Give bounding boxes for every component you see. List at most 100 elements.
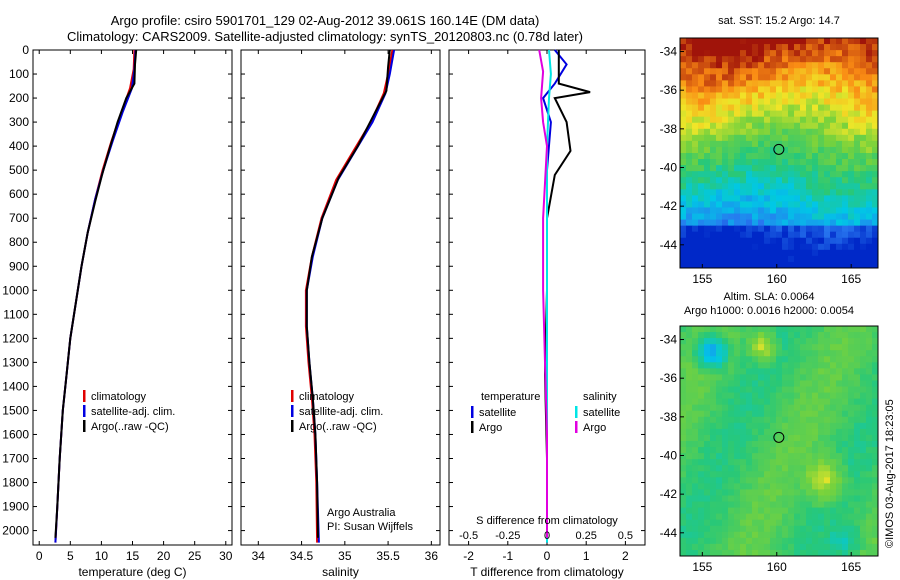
sst-cell [692, 171, 699, 178]
sla-cell [698, 368, 705, 376]
sla-cell [752, 441, 759, 448]
sla-cell [806, 380, 813, 388]
sst-cell [740, 122, 747, 130]
sla-cell [716, 338, 723, 345]
sla-ytick-label: -40 [660, 448, 678, 462]
sla-cell [806, 350, 813, 357]
sla-cell [716, 489, 723, 497]
sst-xtick-label: 165 [841, 272, 861, 286]
sst-cell [716, 183, 723, 190]
sla-cell [788, 350, 795, 357]
sst-cell [686, 56, 693, 63]
sla-cell [854, 483, 861, 491]
sst-cell [788, 134, 795, 142]
sla-cell [722, 434, 729, 442]
sst-cell [872, 134, 878, 142]
sla-cell [872, 453, 878, 460]
sst-cell [830, 44, 837, 51]
sla-cell [764, 326, 771, 333]
sla-cell [776, 326, 783, 333]
sla-cell [752, 374, 759, 382]
sst-cell [818, 104, 825, 112]
sst-cell [746, 146, 753, 154]
sla-cell [716, 531, 723, 539]
sla-cell [776, 392, 783, 400]
sst-cell [854, 165, 861, 172]
sla-cell [770, 495, 777, 503]
sla-cell [854, 489, 861, 497]
sst-cell [734, 171, 741, 178]
sla-cell [806, 374, 813, 382]
sst-cell [824, 98, 831, 106]
sla-cell [836, 483, 843, 491]
sla-cell [818, 507, 825, 515]
sst-cell [824, 243, 831, 251]
sla-cell [770, 543, 777, 551]
sla-cell [770, 410, 777, 418]
sla-cell [788, 519, 795, 527]
sla-cell [776, 380, 783, 388]
sla-cell [872, 368, 878, 376]
sla-cell [698, 489, 705, 497]
sst-cell [722, 122, 729, 130]
sst-cell [830, 225, 837, 233]
sst-cell [686, 140, 693, 148]
sla-cell [806, 483, 813, 491]
sla-cell [800, 441, 807, 448]
sst-cell [800, 207, 807, 215]
sst-cell [722, 38, 729, 45]
sst-cell [680, 50, 687, 57]
sst-cell [716, 86, 723, 94]
sla-cell [854, 326, 861, 333]
sst-cell [740, 219, 747, 227]
sst-cell [860, 104, 867, 112]
sla-cell [800, 404, 807, 412]
sla-cell [722, 368, 729, 376]
sla-cell [746, 380, 753, 388]
sst-cell [848, 128, 855, 136]
sla-cell [806, 507, 813, 515]
sla-cell [800, 344, 807, 351]
sla-cell [842, 362, 849, 369]
sst-cell [686, 128, 693, 136]
diff-legend-label: satellite [479, 407, 516, 419]
sla-cell [770, 465, 777, 472]
sla-cell [758, 519, 765, 527]
sla-cell [698, 471, 705, 478]
sst-cell [812, 122, 819, 130]
sla-cell [692, 422, 699, 430]
sla-xtick-label: 155 [692, 560, 712, 574]
sst-cell [722, 243, 729, 251]
sla-cell [782, 350, 789, 357]
sst-cell [752, 207, 759, 215]
sla-cell [734, 483, 741, 491]
sla-cell [746, 447, 753, 454]
sst-cell [734, 110, 741, 118]
sst-cell [722, 110, 729, 118]
sla-cell [704, 495, 711, 503]
sst-cell [710, 68, 717, 75]
sst-cell [824, 183, 831, 190]
sst-cell [782, 219, 789, 227]
sst-cell [788, 237, 795, 245]
sla-cell [680, 525, 687, 533]
sla-cell [872, 513, 878, 521]
sst-cell [680, 92, 687, 100]
sst-cell [686, 62, 693, 69]
sla-cell [758, 344, 765, 351]
sst-cell [794, 201, 801, 209]
sla-cell [836, 356, 843, 363]
sst-cell [830, 177, 837, 184]
sla-cell [836, 501, 843, 509]
sst-cell [800, 44, 807, 51]
sla-cell [698, 513, 705, 521]
sst-cell [728, 201, 735, 209]
sla-cell [818, 392, 825, 400]
sla-cell [794, 362, 801, 369]
sst-cell [854, 104, 861, 112]
sla-cell [680, 459, 687, 466]
sla-cell [836, 332, 843, 339]
sla-cell [782, 398, 789, 406]
sst-cell [782, 207, 789, 215]
sla-cell [866, 434, 873, 442]
